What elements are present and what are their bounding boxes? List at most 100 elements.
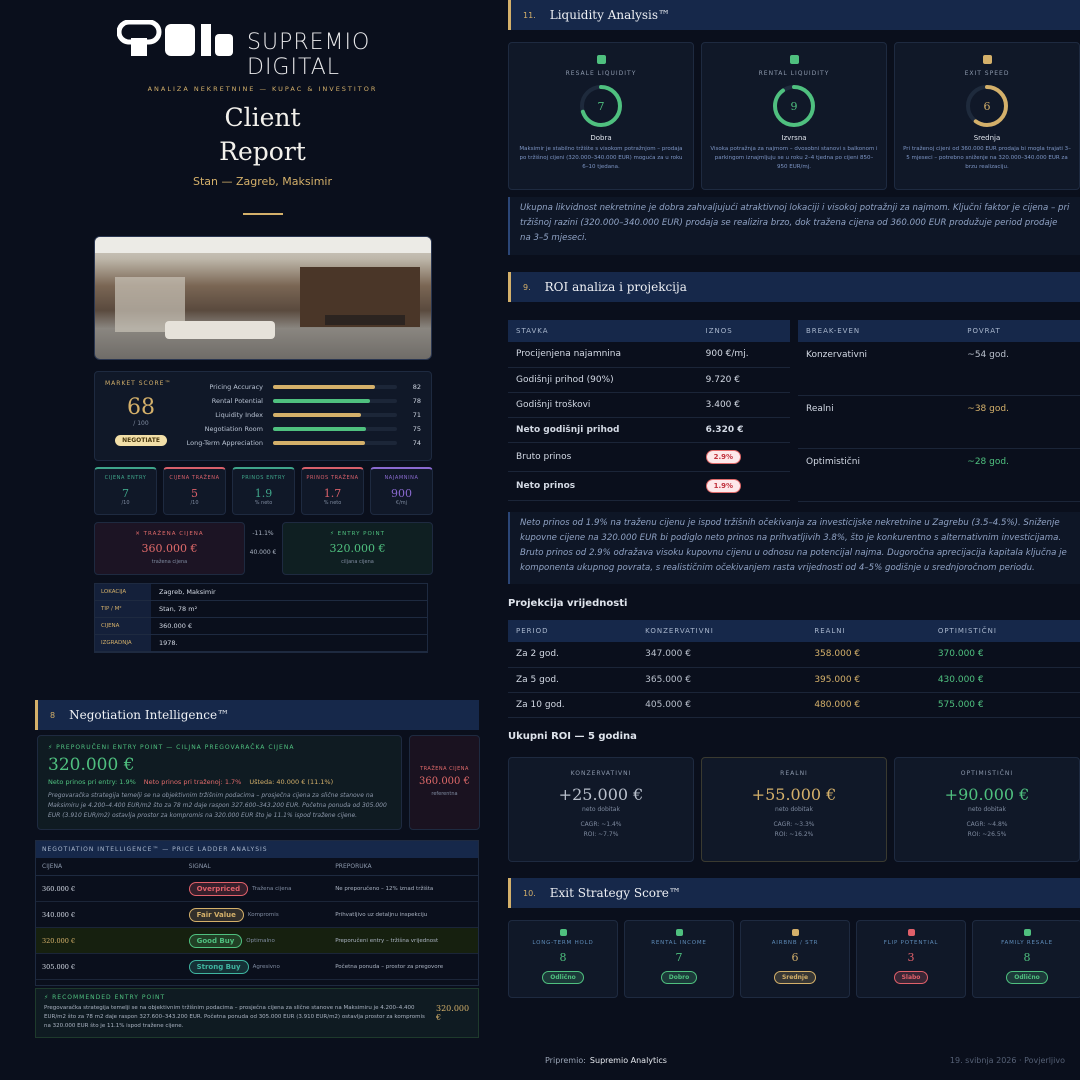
score-badge: NEGOTIATE xyxy=(115,435,167,446)
section-title: Negotiation Intelligence™ xyxy=(69,708,230,722)
liquidity-rating: Srednja xyxy=(973,134,1001,142)
roi-card: OPTIMISTIČNI +90.000 € neto dobitak CAGR: ~… xyxy=(894,757,1080,862)
table-cell: ~38 god. xyxy=(959,395,1080,449)
roi-value: +55.000 € xyxy=(751,785,837,804)
counter xyxy=(325,315,405,325)
kpi-value: 7 xyxy=(122,487,129,500)
section-header: 11. Liquidity Analysis™ xyxy=(508,0,1080,30)
table-head: STAVKA IZNOS xyxy=(508,320,790,342)
ladder-row: 305.000 € Strong Buy Agresivno Početna ponu… xyxy=(36,954,478,980)
roi-label: REALNI xyxy=(780,770,808,777)
gap-pct: -11.1% xyxy=(252,530,274,537)
section-title: Liquidity Analysis™ xyxy=(549,8,671,22)
table-cell: 3.400 € xyxy=(697,392,790,418)
kpi-value: 5 xyxy=(191,487,198,500)
exit-rating: Slabo xyxy=(893,971,929,984)
property-value: 360.000 € xyxy=(159,622,193,630)
column-header: STAVKA xyxy=(508,320,698,342)
column-header: KONZERVATIVNI xyxy=(637,620,807,642)
subheading: Ukupni ROI — 5 godina xyxy=(508,731,637,742)
kpi-label: CIJENA ENTRY xyxy=(104,475,147,481)
exit-icon xyxy=(1023,929,1031,936)
brand-name: SUPREMIO DIGITAL xyxy=(247,30,371,80)
roi-value: +25.000 € xyxy=(558,785,644,804)
score-block: MARKET SCORE™ 68/ 100 NEGOTIATE xyxy=(105,380,177,452)
gauge-value: 7 xyxy=(598,100,605,113)
signal-pill: Fair Value xyxy=(188,907,244,922)
metrics: Pricing Accuracy 82 Rental Potential 78 Liqu… xyxy=(177,380,421,452)
kpi-label: NAJAMNINA xyxy=(384,475,419,481)
table-cell: Za 5 god. xyxy=(508,667,638,693)
roi-note: neto dobitak xyxy=(968,806,1006,813)
table-body: Procijenjena najamnina 900 €/mj. Godišnji … xyxy=(508,342,790,501)
projection-title: Projekcija vrijednosti xyxy=(508,598,808,609)
price-note: ciljana cijena xyxy=(341,559,374,565)
table-cell: Za 10 god. xyxy=(508,692,638,718)
roi-card: KONZERVATIVNI +25.000 € neto dobitak CAGR: … xyxy=(508,757,694,862)
ladder-price: 305.000 € xyxy=(42,962,76,971)
exit-score: 3 xyxy=(907,951,915,964)
table-cell: Neto godišnji prihod xyxy=(508,417,698,443)
asking-label: TRAŽENA CIJENA xyxy=(420,766,469,772)
kpi-unit: % neto xyxy=(254,500,273,506)
ladder-row: 340.000 € Fair Value Kompromis Prihvatljivo… xyxy=(36,902,478,928)
roi-value: +90.000 € xyxy=(944,785,1030,804)
exit-icon xyxy=(791,929,799,936)
kpi-card: PRINOS TRAŽENA 1.7% neto xyxy=(301,467,364,515)
property-value: Zagreb, Maksimir xyxy=(159,588,216,596)
metric-row: Long-Term Appreciation 74 xyxy=(183,436,421,450)
table-cell: 2.9% xyxy=(697,442,790,472)
metric-row: Liquidity Index 71 xyxy=(183,408,421,422)
logo-mark xyxy=(117,20,233,56)
table-body: Konzervativni ~54 god. Realni ~38 god. Optim… xyxy=(798,342,1080,502)
roi-cagr: CAGR: ~1.4% xyxy=(580,821,622,828)
ladder-column: SIGNAL xyxy=(188,863,211,870)
gauge-arc xyxy=(580,85,622,127)
entry-text: Pregovaračka strategija temelji se na ob… xyxy=(48,792,387,819)
metric-row: Negotiation Room 75 xyxy=(183,422,421,436)
recommended-text: Pregovaračka strategija temelji se na ob… xyxy=(44,1005,425,1029)
asking-note: referentna xyxy=(431,791,458,797)
score-value: 68 xyxy=(127,395,155,420)
metric-name: Pricing Accuracy xyxy=(209,383,263,391)
entry-value: 320.000 € xyxy=(48,755,135,775)
metric-name: Liquidity Index xyxy=(215,411,263,419)
entry-card: ⚡ PREPORUČENI ENTRY POINT — CILJNA PREGO… xyxy=(37,735,402,830)
exit-label: FLIP POTENTIAL xyxy=(883,940,939,946)
exit-card: RENTAL INCOME 7 Dobro xyxy=(624,920,734,998)
kpi-card: CIJENA ENTRY 7/10 xyxy=(94,467,157,515)
property-value: 1978. xyxy=(159,639,178,647)
price-card: ⚡ ENTRY POINT 320.000 € ciljana cijena xyxy=(282,522,433,575)
column-header: PERIOD xyxy=(508,620,638,642)
ladder-price: 360.000 € xyxy=(42,884,76,893)
roi-cagr: CAGR: ~4.8% xyxy=(966,821,1008,828)
liquidity-card: RESALE LIQUIDITY 7 Dobra Maksimir je stabil… xyxy=(508,42,694,190)
ladder-price: 320.000 € xyxy=(42,936,76,945)
ladder-title: NEGOTIATION INTELLIGENCE™ — PRICE LADDER… xyxy=(36,841,478,858)
price-value: 320.000 € xyxy=(329,542,386,555)
asking-value: 360.000 € xyxy=(419,776,470,787)
column-header: IZNOS xyxy=(697,320,790,342)
entry-label: ⚡ PREPORUČENI ENTRY POINT — CILJNA PREGO… xyxy=(48,744,295,751)
metric-bar xyxy=(273,399,370,403)
brand: SUPREMIO DIGITAL xyxy=(247,30,447,80)
signal-pill: Good Buy xyxy=(188,933,243,948)
liquidity-card: RENTAL LIQUIDITY 9 Izvrsna Visoka potražnja… xyxy=(701,42,887,190)
summary-text: Ukupna likvidnost nekretnine je dobra za… xyxy=(520,203,1070,243)
market-score-card: MARKET SCORE™ 68/ 100 NEGOTIATE Pricing Acc… xyxy=(94,371,432,461)
gauge-arc xyxy=(773,85,815,127)
recommended-label: ⚡ RECOMMENDED ENTRY POINT xyxy=(44,994,166,1001)
price-gap: -11.1% 40.000 € xyxy=(246,530,280,570)
ladder-signal: Good Buy Optimalno xyxy=(188,933,336,948)
yield-pill: 1.9% xyxy=(705,478,742,493)
table-cell: 575.000 € xyxy=(929,692,1080,718)
table-cell: Neto prinos xyxy=(508,471,698,501)
price-ladder: NEGOTIATION INTELLIGENCE™ — PRICE LADDER… xyxy=(35,840,479,986)
liquidity-text: Visoka potražnja za najmom – dvosobni st… xyxy=(710,146,878,170)
exit-label: RENTAL INCOME xyxy=(651,940,707,946)
liquidity-label: RENTAL LIQUIDITY xyxy=(758,70,830,77)
metric-value: 82 xyxy=(412,383,421,391)
table-cell: 347.000 € xyxy=(637,642,807,668)
table-row: Procijenjena najamnina 900 €/mj. xyxy=(508,342,790,368)
table-cell: 9.720 € xyxy=(697,367,790,393)
